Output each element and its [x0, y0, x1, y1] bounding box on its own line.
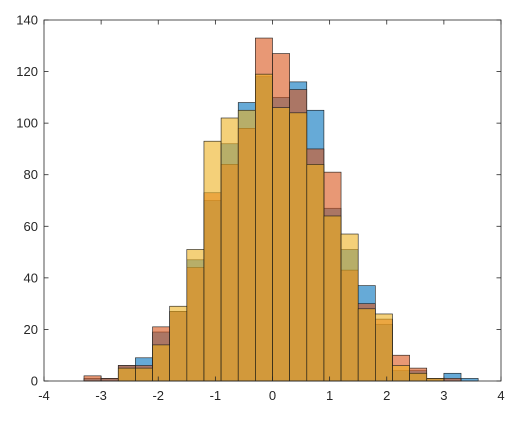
histogram-bar	[392, 365, 410, 382]
x-tick-label: 1	[326, 388, 333, 403]
histogram-bar	[375, 313, 393, 382]
x-tick-label: -3	[95, 388, 107, 403]
y-tick-label: 80	[24, 167, 38, 182]
x-tick-label: 0	[269, 388, 276, 403]
x-tick-label: -4	[38, 388, 50, 403]
histogram-bar	[152, 344, 170, 382]
histogram-bar	[83, 375, 102, 382]
series-3-bars	[117, 73, 445, 382]
histogram-bar	[186, 249, 205, 382]
y-tick-label: 120	[16, 64, 38, 79]
x-tick-label: 4	[497, 388, 504, 403]
bars-layer	[83, 37, 479, 382]
x-tick-label: 3	[440, 388, 447, 403]
ticks-layer	[43, 19, 502, 382]
histogram-bar	[306, 164, 325, 382]
histogram-bar	[289, 112, 308, 382]
y-tick-label: 0	[31, 374, 38, 389]
y-tick-label: 40	[24, 270, 38, 285]
histogram-bar	[135, 367, 153, 382]
histogram-bar	[340, 233, 359, 382]
histogram-bar	[323, 215, 342, 382]
histogram-bar	[255, 73, 273, 382]
histogram-bar	[203, 140, 222, 382]
x-tick-label: -2	[152, 388, 164, 403]
histogram-bar	[272, 107, 290, 382]
histogram-bar	[117, 367, 136, 382]
histogram-bar	[237, 109, 256, 382]
histogram-bar	[409, 372, 428, 382]
x-tick-label: 2	[383, 388, 390, 403]
y-tick-label: 20	[24, 322, 38, 337]
histogram-bar	[169, 305, 188, 382]
y-tick-label: 60	[24, 219, 38, 234]
y-tick-label: 140	[16, 13, 38, 28]
y-tick-label: 100	[16, 116, 38, 131]
histogram-bar	[220, 117, 239, 382]
x-tick-label: -1	[210, 388, 222, 403]
histogram-bar	[357, 308, 376, 382]
